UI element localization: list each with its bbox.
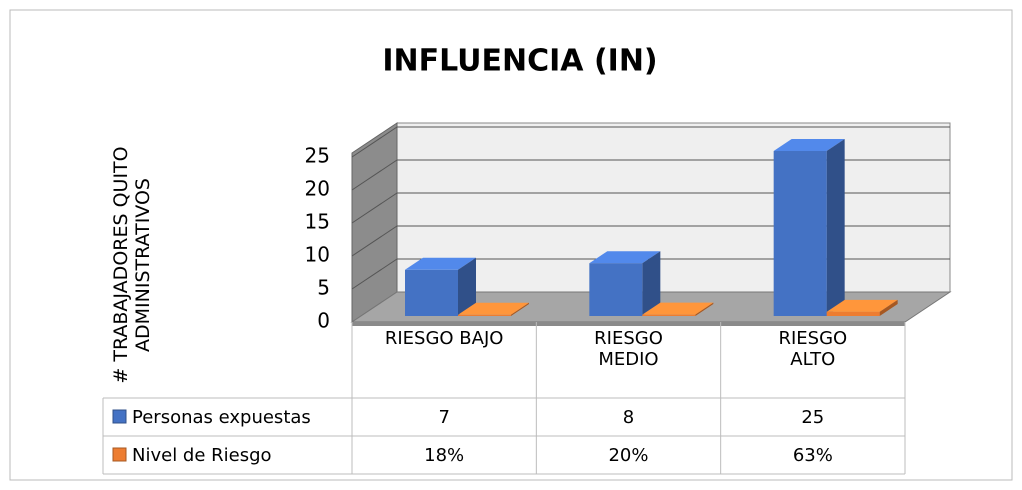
chart-title: INFLUENCIA (IN) [382,44,657,79]
y-tick-label: 25 [305,144,330,168]
y-tick-label: 5 [317,276,330,300]
bar-top [589,251,661,264]
table-value: 8 [622,406,635,428]
grid-line-side [351,159,398,191]
bar-side [642,251,661,316]
category-label: RIESGO MEDIO [594,328,663,370]
grid-line-side [351,192,398,224]
bar-side [695,302,714,316]
grid-line-side [351,126,398,158]
bar [405,269,458,316]
bar-top [642,302,714,315]
y-axis-label-line: # TRABAJADORES QUITO [110,146,132,383]
legend-swatch [112,409,127,424]
bar-top [458,302,529,315]
y-tick-label: 10 [305,243,330,267]
category-label: RIESGO BAJO [384,328,504,349]
floor-edge [352,322,905,326]
bar [589,263,643,316]
table-value: 18% [424,444,465,466]
table-value: 7 [438,406,450,428]
grid-line-side [351,225,398,257]
bar [826,311,880,316]
bar [773,151,827,316]
legend-label: Nivel de Riesgo [132,444,272,466]
bar-top [773,139,845,151]
y-tick-label: 15 [305,210,330,234]
y-tick-label: 20 [305,177,330,201]
table-value: 20% [608,444,649,466]
y-axis-label: # TRABAJADORES QUITOADMINISTRATIVOS [110,146,154,383]
bar-top [826,299,898,312]
bar [458,314,511,316]
y-axis-label-line: ADMINISTRATIVOS [132,178,154,352]
bar-side [826,139,845,316]
bar [642,314,696,316]
legend-label: Personas expuestas [132,406,311,428]
bar-side [879,299,898,316]
y-tick-label: 0 [317,309,330,333]
grid-line-side [351,258,398,290]
legend-swatch [112,447,127,462]
category-label: RIESGO ALTO [778,328,848,370]
bar-side [458,257,476,316]
back-wall [396,122,951,293]
bar-side [511,302,529,316]
bar-top [405,257,476,270]
table-value: 63% [792,444,833,466]
table-value: 25 [801,406,825,428]
